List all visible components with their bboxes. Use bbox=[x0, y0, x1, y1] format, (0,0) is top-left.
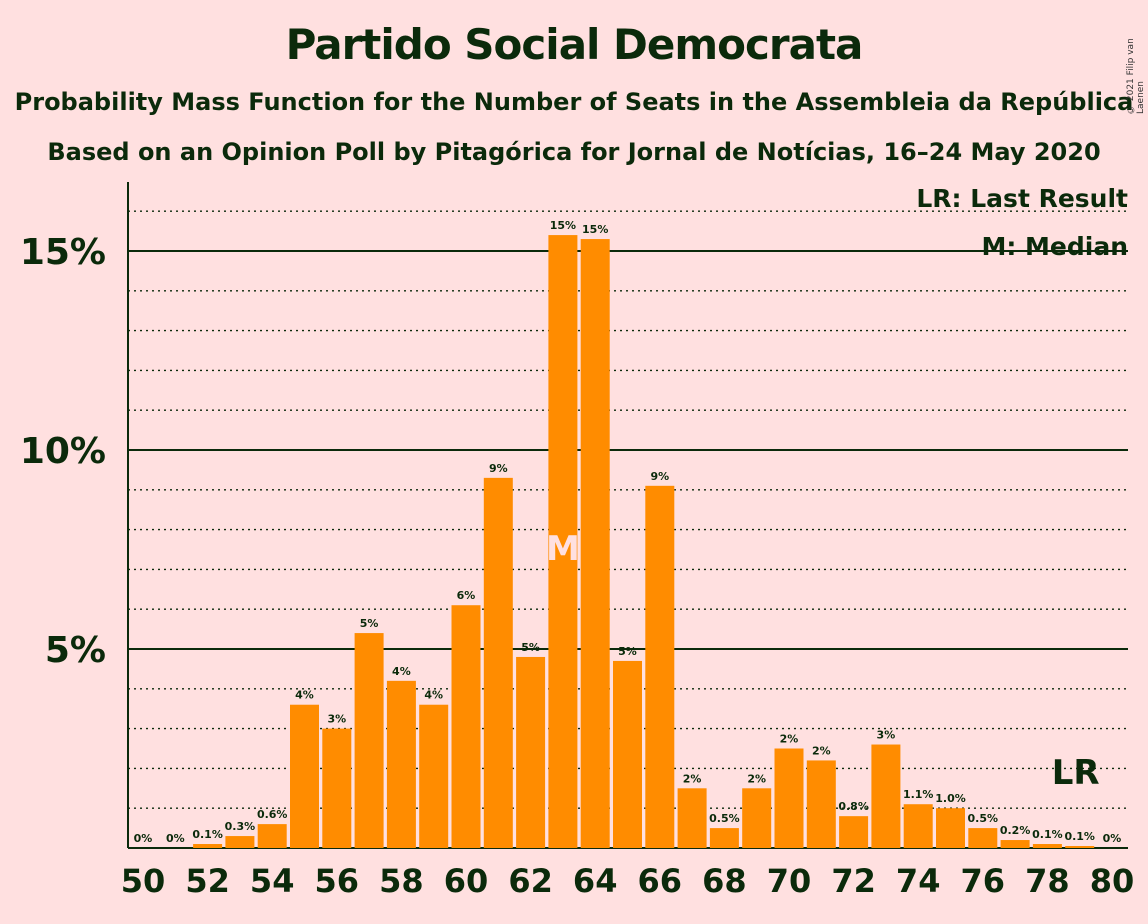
y-tick-label: 5% bbox=[45, 630, 106, 671]
x-tick-label: 58 bbox=[379, 862, 424, 900]
data-label: 4% bbox=[295, 689, 314, 702]
data-label: 5% bbox=[521, 641, 540, 654]
x-tick-label: 64 bbox=[573, 862, 618, 900]
data-label: 1.1% bbox=[903, 788, 934, 801]
bar bbox=[871, 744, 901, 848]
legend-median: M: Median bbox=[981, 232, 1128, 261]
data-label: 0.5% bbox=[968, 812, 999, 825]
bar bbox=[936, 808, 965, 848]
data-label: 0% bbox=[166, 832, 185, 845]
data-label: 0.1% bbox=[1032, 828, 1063, 841]
bar bbox=[903, 804, 933, 848]
bar bbox=[645, 485, 675, 848]
bar bbox=[516, 656, 546, 848]
x-tick-label: 66 bbox=[638, 862, 683, 900]
bar bbox=[451, 605, 481, 848]
bar bbox=[322, 728, 352, 848]
x-tick-label: 62 bbox=[508, 862, 553, 900]
data-label: 0.5% bbox=[709, 812, 740, 825]
bar bbox=[386, 680, 416, 848]
y-tick-label: 10% bbox=[20, 431, 106, 472]
data-label: 0.1% bbox=[1064, 830, 1095, 843]
data-label: 0.2% bbox=[1000, 824, 1031, 837]
x-tick-label: 56 bbox=[315, 862, 360, 900]
data-label: 9% bbox=[489, 462, 508, 475]
data-label: 2% bbox=[780, 733, 799, 746]
data-label: 0.6% bbox=[257, 808, 288, 821]
data-label: 4% bbox=[424, 689, 443, 702]
bar bbox=[257, 824, 287, 848]
x-tick-label: 68 bbox=[702, 862, 747, 900]
y-tick-label: 15% bbox=[20, 232, 106, 273]
x-tick-label: 72 bbox=[831, 862, 876, 900]
bar bbox=[677, 788, 707, 848]
x-tick-label: 78 bbox=[1025, 862, 1070, 900]
data-label: 0.8% bbox=[838, 800, 869, 813]
data-label: 2% bbox=[683, 772, 702, 785]
bar bbox=[806, 760, 836, 848]
legend-last-result: LR: Last Result bbox=[916, 184, 1128, 213]
chart-source-line: Based on an Opinion Poll by Pitagórica f… bbox=[47, 138, 1101, 166]
bar bbox=[1032, 844, 1062, 848]
x-tick-label: 70 bbox=[767, 862, 812, 900]
data-label: 5% bbox=[360, 617, 379, 630]
data-label: 3% bbox=[877, 729, 896, 742]
bar bbox=[1000, 840, 1030, 848]
bar bbox=[839, 816, 869, 848]
bar bbox=[968, 828, 998, 848]
data-label: 9% bbox=[650, 470, 669, 483]
bar bbox=[419, 704, 449, 848]
x-tick-label: 54 bbox=[250, 862, 295, 900]
data-label: 0.1% bbox=[192, 828, 223, 841]
bar bbox=[709, 828, 739, 848]
x-tick-label: 60 bbox=[444, 862, 489, 900]
x-tick-label: 74 bbox=[896, 862, 941, 900]
data-label: 0.3% bbox=[225, 820, 256, 833]
chart-title: Partido Social Democrata bbox=[285, 20, 864, 69]
data-label: 5% bbox=[618, 645, 637, 658]
bar bbox=[483, 477, 513, 848]
x-tick-label: 50 bbox=[121, 862, 166, 900]
x-tick-label: 76 bbox=[961, 862, 1006, 900]
median-marker: M bbox=[546, 529, 580, 569]
data-label: 3% bbox=[327, 713, 346, 726]
bar bbox=[613, 660, 642, 848]
last-result-marker: LR bbox=[1052, 753, 1100, 793]
data-label: 2% bbox=[812, 744, 831, 757]
x-tick-label: 80 bbox=[1090, 862, 1135, 900]
data-label: 4% bbox=[392, 665, 411, 678]
data-label: 15% bbox=[582, 223, 608, 236]
bar bbox=[548, 235, 578, 848]
data-label: 15% bbox=[550, 219, 576, 232]
bar bbox=[580, 239, 610, 848]
bar bbox=[774, 748, 804, 848]
bar bbox=[1065, 846, 1095, 848]
bar bbox=[354, 633, 384, 848]
bar bbox=[742, 788, 772, 848]
bar bbox=[225, 836, 255, 848]
data-label: 0% bbox=[134, 832, 153, 845]
bar bbox=[193, 844, 223, 848]
data-label: 0% bbox=[1103, 832, 1122, 845]
data-label: 1.0% bbox=[935, 792, 966, 805]
x-tick-label: 52 bbox=[185, 862, 230, 900]
data-label: 6% bbox=[457, 589, 476, 602]
data-label: 2% bbox=[747, 772, 766, 785]
chart-subtitle: Probability Mass Function for the Number… bbox=[14, 88, 1134, 116]
bar bbox=[290, 704, 319, 848]
